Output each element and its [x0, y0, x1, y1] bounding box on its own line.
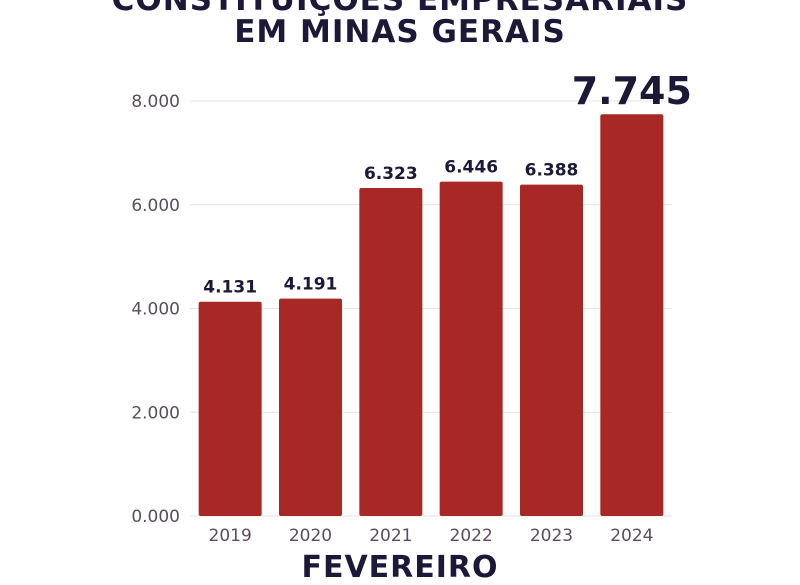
y-tick-label: 4.000 — [131, 300, 180, 320]
chart-title-line-1: CONSTITUIÇÕES EMPRESARIAIS — [111, 0, 689, 18]
bars — [198, 114, 664, 517]
bar-2022 — [439, 181, 503, 516]
x-tick-label-2022: 2022 — [450, 526, 493, 546]
data-label-2019: 4.131 — [203, 278, 257, 298]
x-tick-label-2023: 2023 — [530, 526, 573, 546]
bar-2019 — [198, 301, 262, 516]
x-tick-label-2021: 2021 — [369, 526, 412, 546]
gridlines — [190, 100, 672, 517]
data-label-2021: 6.323 — [364, 164, 418, 184]
data-label-2022: 6.446 — [444, 158, 498, 178]
y-tick-label: 6.000 — [131, 196, 180, 216]
data-label-2020: 4.191 — [284, 275, 338, 295]
bar-2024 — [600, 114, 664, 517]
x-tick-label-2020: 2020 — [289, 526, 332, 546]
chart-title-line-2: EM MINAS GERAIS — [234, 14, 566, 50]
bar-2021 — [359, 187, 423, 516]
data-labels: 4.131 4.191 6.323 6.446 6.388 7.745 — [203, 69, 692, 297]
x-axis-ticks: 2019 2020 2021 2022 2023 2024 — [209, 526, 654, 546]
x-tick-label-2019: 2019 — [209, 526, 252, 546]
y-tick-label: 8.000 — [131, 92, 180, 112]
data-label-2024: 7.745 — [572, 69, 692, 113]
bar-chart: 0.000 2.000 4.000 6.000 8.000 4.131 4.191 6.32… — [131, 69, 692, 546]
y-tick-label: 2.000 — [131, 403, 180, 423]
y-axis-ticks: 0.000 2.000 4.000 6.000 8.000 — [131, 92, 180, 527]
bar-2023 — [520, 184, 583, 516]
data-label-2023: 6.388 — [525, 161, 579, 181]
bar-2020 — [279, 298, 342, 516]
x-axis-label: FEVEREIRO — [301, 550, 499, 585]
x-tick-label-2024: 2024 — [610, 526, 653, 546]
y-tick-label: 0.000 — [131, 507, 180, 527]
